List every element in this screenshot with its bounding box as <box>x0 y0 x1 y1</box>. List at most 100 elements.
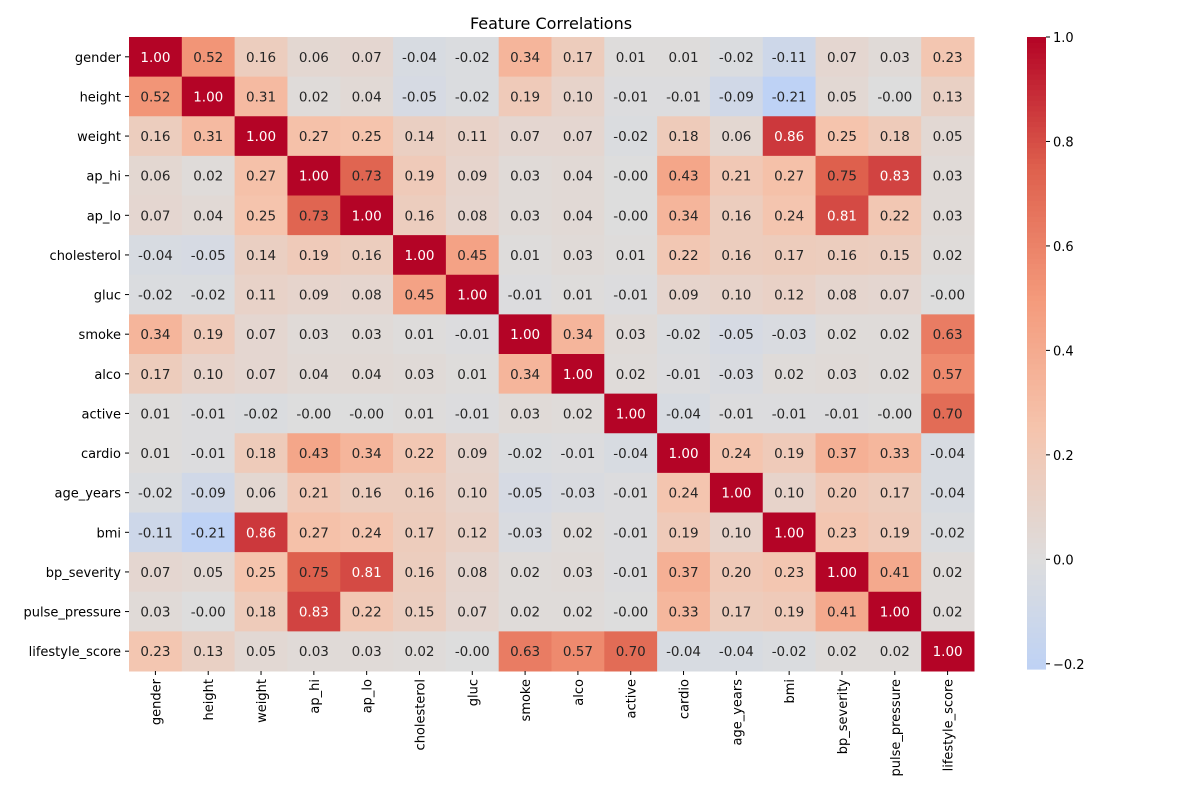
heatmap-cell <box>287 433 341 474</box>
heatmap-cell <box>604 274 658 315</box>
cell-value-label: 0.21 <box>721 169 751 185</box>
heatmap-cell <box>234 116 288 157</box>
cell-value-label: 0.63 <box>510 644 540 660</box>
cell-value-label: 0.45 <box>404 288 434 304</box>
colorbar-segment <box>1027 521 1046 528</box>
heatmap-cell <box>815 155 869 196</box>
cell-value-label: 0.04 <box>563 169 593 185</box>
heatmap-cell <box>815 472 869 513</box>
heatmap-cell <box>921 314 975 355</box>
row-label: ap_lo <box>87 209 121 224</box>
cell-value-label: 0.03 <box>827 367 857 383</box>
cell-value-label: 0.24 <box>669 486 699 502</box>
heatmap-cell <box>657 433 711 474</box>
colorbar-segment <box>1027 658 1046 665</box>
heatmap-cell <box>709 155 764 196</box>
heatmap-cell <box>657 512 711 553</box>
cell-value-label: -0.02 <box>719 50 754 66</box>
heatmap-cell <box>181 37 236 78</box>
heatmap-cell <box>657 37 711 78</box>
cell-value-label: 0.27 <box>774 169 804 185</box>
cell-value-label: -0.04 <box>930 446 965 462</box>
heatmap-cell <box>551 274 605 315</box>
cell-value-label: 0.27 <box>299 129 329 145</box>
heatmap-cell <box>709 76 764 117</box>
heatmap-cell <box>551 76 605 117</box>
cell-value-label: 0.07 <box>563 129 593 145</box>
heatmap-cell <box>815 393 869 434</box>
heatmap-cell <box>551 552 605 593</box>
cell-value-label: 0.27 <box>246 169 276 185</box>
cell-value-label: 1.00 <box>880 605 910 621</box>
row-label: smoke <box>79 328 121 343</box>
cell-value-label: 0.01 <box>616 248 646 264</box>
heatmap-cell <box>445 552 500 593</box>
cell-value-label: -0.04 <box>402 50 437 66</box>
colorbar-segment <box>1027 489 1046 496</box>
cell-value-label: 0.01 <box>140 446 170 462</box>
heatmap-cell <box>762 314 817 355</box>
colorbar-segment <box>1027 147 1046 154</box>
heatmap-cell <box>709 552 764 593</box>
heatmap-cell <box>657 472 711 513</box>
heatmap-cell <box>762 116 817 157</box>
cell-value-label: -0.03 <box>508 525 543 541</box>
heatmap-cell <box>393 37 447 78</box>
heatmap-cell <box>445 393 500 434</box>
colorbar-tick-label: −0.2 <box>1053 658 1085 673</box>
heatmap-cell <box>498 116 552 157</box>
heatmap-cell <box>445 155 500 196</box>
colorbar-segment <box>1027 252 1046 259</box>
heatmap-cell <box>181 552 236 593</box>
cell-value-label: 1.00 <box>352 208 382 224</box>
colorbar-segment <box>1027 505 1046 512</box>
cell-value-label: -0.02 <box>138 288 173 304</box>
heatmap-cell <box>551 631 605 672</box>
heatmap-cell <box>868 195 922 236</box>
cell-value-label: 0.17 <box>774 248 804 264</box>
cell-value-label: -0.01 <box>613 89 648 105</box>
cell-value-label: 0.03 <box>563 248 593 264</box>
heatmap-cell <box>498 591 552 632</box>
cell-value-label: 0.08 <box>457 208 487 224</box>
heatmap-cell <box>340 354 394 395</box>
heatmap-cell <box>762 591 817 632</box>
colorbar-tick-label: 0.0 <box>1053 553 1074 568</box>
cell-value-label: 0.09 <box>669 288 699 304</box>
colorbar-segment <box>1027 84 1046 91</box>
cell-value-label: 0.11 <box>246 288 276 304</box>
row-label: active <box>81 407 121 422</box>
heatmap-cell <box>868 354 922 395</box>
heatmap-cell <box>815 354 869 395</box>
heatmap-cell <box>181 354 236 395</box>
row-label: bp_severity <box>46 566 122 581</box>
heatmap-cell <box>551 314 605 355</box>
cell-value-label: 0.02 <box>933 565 963 581</box>
colorbar-segment <box>1027 568 1046 575</box>
colorbar-segment <box>1027 184 1046 191</box>
colorbar-segment <box>1027 642 1046 649</box>
heatmap-cell <box>393 512 447 553</box>
cell-value-label: 0.05 <box>193 565 223 581</box>
colorbar-segment <box>1027 42 1046 49</box>
cell-value-label: 0.18 <box>880 129 910 145</box>
cell-value-label: -0.01 <box>825 406 860 422</box>
cell-value-label: 0.19 <box>669 525 699 541</box>
cell-value-label: 0.02 <box>510 605 540 621</box>
cell-value-label: 1.00 <box>246 129 276 145</box>
cell-value-label: 0.20 <box>721 565 751 581</box>
heatmap-cell <box>129 433 183 474</box>
heatmap-cell <box>498 433 552 474</box>
cell-value-label: 0.70 <box>933 406 963 422</box>
cell-value-label: 0.86 <box>774 129 804 145</box>
heatmap-cell <box>657 591 711 632</box>
cell-value-label: 0.17 <box>404 525 434 541</box>
colorbar-segment <box>1027 584 1046 591</box>
cell-value-label: 0.03 <box>352 644 382 660</box>
cell-value-label: 0.34 <box>563 327 593 343</box>
colorbar-segment <box>1027 605 1046 612</box>
cell-value-label: 0.02 <box>827 644 857 660</box>
column-label: cardio <box>678 679 693 719</box>
colorbar-segment <box>1027 210 1046 217</box>
